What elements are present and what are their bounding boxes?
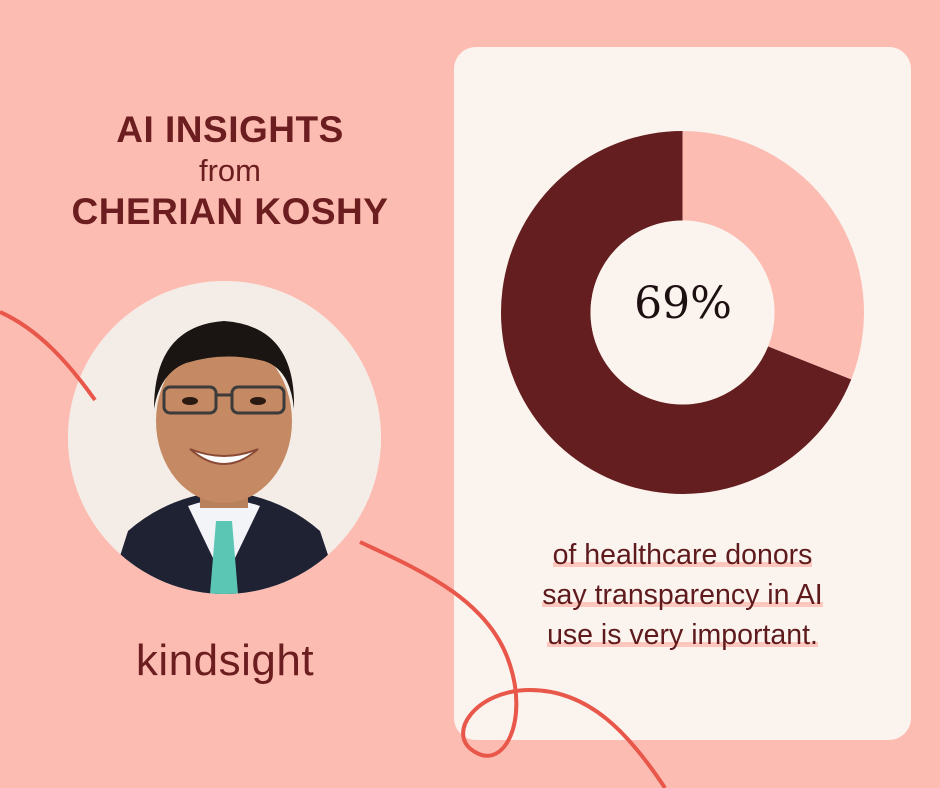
heading-title: AI INSIGHTS <box>116 109 344 150</box>
donut-chart <box>501 131 864 494</box>
kindsight-logo: kindsight <box>135 636 315 685</box>
speaker-portrait <box>68 281 381 594</box>
caption-line-2: say transparency in AI <box>542 579 823 611</box>
donut-slice-filled <box>501 131 852 494</box>
donut-center-label: 69% <box>634 278 732 329</box>
heading-from: from <box>199 153 261 188</box>
stat-caption: of healthcare donors say transparency in… <box>470 535 895 655</box>
donut-slice-remaining <box>682 131 864 380</box>
heading-name: CHERIAN KOSHY <box>71 191 389 232</box>
caption-line-3: use is very important. <box>547 619 818 651</box>
caption-line-1: of healthcare donors <box>552 539 813 571</box>
person-portrait-icon <box>68 281 381 594</box>
donut-hole <box>590 220 775 405</box>
page-heading: AI INSIGHTS from CHERIAN KOSHY <box>30 108 430 234</box>
